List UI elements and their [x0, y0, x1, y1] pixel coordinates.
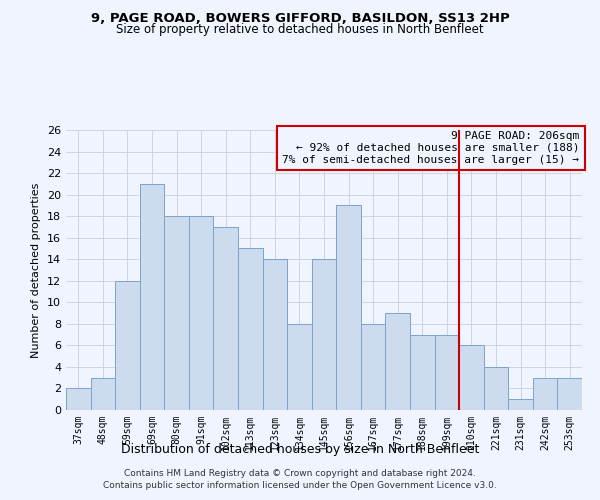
Bar: [214, 227, 238, 410]
Bar: [238, 248, 263, 410]
Bar: [164, 216, 189, 410]
Bar: [533, 378, 557, 410]
Text: 9 PAGE ROAD: 206sqm
← 92% of detached houses are smaller (188)
7% of semi-detach: 9 PAGE ROAD: 206sqm ← 92% of detached ho…: [283, 132, 580, 164]
Text: Contains HM Land Registry data © Crown copyright and database right 2024.: Contains HM Land Registry data © Crown c…: [124, 468, 476, 477]
Bar: [508, 399, 533, 410]
Bar: [140, 184, 164, 410]
Bar: [484, 367, 508, 410]
Bar: [385, 313, 410, 410]
Text: Distribution of detached houses by size in North Benfleet: Distribution of detached houses by size …: [121, 442, 479, 456]
Bar: [336, 206, 361, 410]
Bar: [459, 346, 484, 410]
Bar: [434, 334, 459, 410]
Bar: [91, 378, 115, 410]
Bar: [557, 378, 582, 410]
Bar: [115, 281, 140, 410]
Text: 9, PAGE ROAD, BOWERS GIFFORD, BASILDON, SS13 2HP: 9, PAGE ROAD, BOWERS GIFFORD, BASILDON, …: [91, 12, 509, 26]
Bar: [410, 334, 434, 410]
Bar: [189, 216, 214, 410]
Text: Contains public sector information licensed under the Open Government Licence v3: Contains public sector information licen…: [103, 481, 497, 490]
Bar: [287, 324, 312, 410]
Bar: [263, 259, 287, 410]
Text: Size of property relative to detached houses in North Benfleet: Size of property relative to detached ho…: [116, 22, 484, 36]
Bar: [66, 388, 91, 410]
Bar: [361, 324, 385, 410]
Bar: [312, 259, 336, 410]
Y-axis label: Number of detached properties: Number of detached properties: [31, 182, 41, 358]
